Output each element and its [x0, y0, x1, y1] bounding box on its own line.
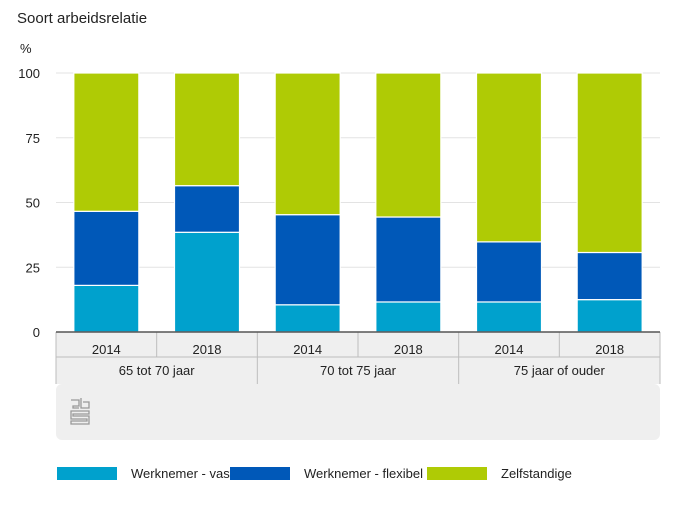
legend-label: Werknemer - flexibel — [304, 466, 423, 481]
bar-segment — [173, 231, 241, 333]
logo-band — [56, 384, 660, 440]
y-tick-label: 75 — [26, 131, 40, 146]
y-tick-label: 0 — [33, 325, 40, 340]
y-tick-label: 25 — [26, 260, 40, 275]
x-tick-label: 2014 — [495, 342, 524, 357]
bar-segment — [576, 251, 643, 301]
legend-swatch — [230, 467, 290, 480]
bar-segment — [274, 304, 341, 333]
y-axis-label: % — [20, 41, 32, 56]
bar-segment — [173, 72, 241, 187]
bar-segment — [576, 72, 643, 254]
legend-item-flexibel[interactable]: Werknemer - flexibel — [230, 466, 423, 481]
legend-swatch — [57, 467, 117, 480]
legend-item-zelfstandige[interactable]: Zelfstandige — [427, 466, 572, 481]
legend-item-vast[interactable]: Werknemer - vast — [57, 466, 233, 481]
group-label: 75 jaar of ouder — [514, 363, 606, 378]
x-tick-label: 2014 — [92, 342, 121, 357]
bar-segment — [475, 301, 543, 333]
bar-segment — [73, 210, 140, 286]
bar-segment — [576, 299, 643, 333]
group-label: 65 tot 70 jaar — [119, 363, 196, 378]
y-tick-label: 100 — [18, 66, 40, 81]
cbs-logo-icon — [70, 398, 90, 425]
bar-segment — [274, 214, 341, 306]
bar-segment — [375, 301, 442, 333]
legend-label: Werknemer - vast — [131, 466, 234, 481]
x-tick-label: 2018 — [595, 342, 624, 357]
bar-segment — [73, 284, 140, 333]
x-tick-label: 2018 — [394, 342, 423, 357]
bar-segment — [375, 72, 442, 218]
legend-label: Zelfstandige — [501, 466, 572, 481]
legend-swatch — [427, 467, 487, 480]
x-tick-label: 2014 — [293, 342, 322, 357]
bar-segment — [73, 72, 140, 212]
chart-title: Soort arbeidsrelatie — [17, 10, 148, 27]
bar-segment — [274, 72, 341, 216]
y-tick-label: 50 — [26, 196, 40, 211]
bar-segment — [475, 72, 543, 243]
x-tick-label: 2018 — [193, 342, 222, 357]
bar-segment — [375, 216, 442, 303]
bar-segment — [173, 185, 241, 233]
group-label: 70 tot 75 jaar — [320, 363, 397, 378]
bar-segment — [475, 241, 543, 303]
